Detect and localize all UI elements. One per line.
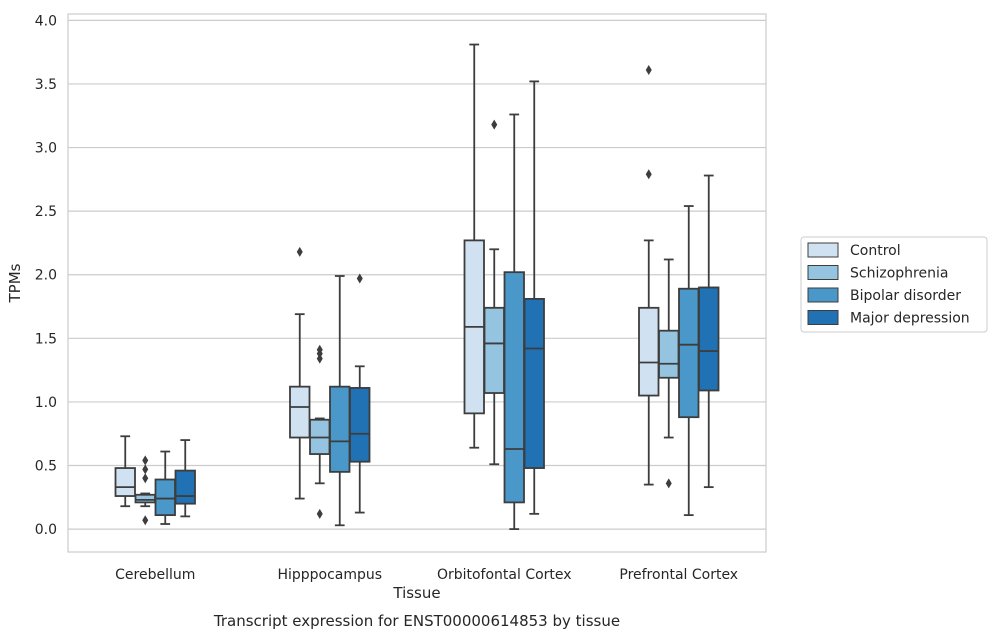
grid-lines [68, 19, 766, 530]
legend-swatch [807, 265, 839, 280]
outlier-point [316, 344, 323, 355]
x-tick-label: Orbitofontal Cortex [437, 567, 572, 583]
outlier-point [491, 119, 498, 130]
x-tick-label: Hipppocampus [277, 567, 382, 583]
x-axis-label: Tissue [392, 584, 440, 602]
outlier-point [356, 273, 363, 284]
x-tick-label: Prefrontal Cortex [619, 567, 738, 583]
box-major-depression [174, 439, 196, 518]
box-control [114, 435, 136, 508]
y-tick-label: 4.0 [35, 13, 57, 29]
box-iqr [483, 306, 505, 394]
outlier-point [645, 169, 652, 180]
outlier-point [316, 353, 323, 364]
box-iqr [503, 271, 525, 504]
box-schizophrenia [483, 119, 505, 466]
legend-label: Bipolar disorder [850, 288, 961, 304]
outlier-point [142, 455, 149, 466]
box-schizophrenia [134, 455, 156, 526]
legend-swatch [807, 287, 839, 303]
box-iqr [698, 286, 720, 392]
box-bipolar-disorder [503, 113, 525, 531]
x-tick-labels: Cerebellum Hipppocampus Orbitofontal Corte… [115, 567, 738, 583]
y-tick-label: 0.0 [35, 522, 57, 538]
legend-swatch [807, 310, 839, 325]
outlier-point [142, 473, 149, 484]
y-tick-label: 0.5 [35, 459, 57, 475]
outlier-point [665, 478, 672, 489]
box-iqr [289, 385, 311, 439]
box-iqr [678, 287, 700, 419]
box-major-depression [523, 80, 545, 515]
box-iqr [329, 385, 351, 473]
box-iqr [638, 306, 660, 397]
box-iqr [114, 467, 136, 497]
box-schizophrenia [309, 344, 331, 519]
box-iqr [134, 493, 156, 504]
box-iqr [154, 478, 176, 517]
outlier-point [296, 246, 303, 257]
y-tick-label: 3.0 [35, 141, 57, 157]
legend-frame [800, 236, 988, 333]
legend-label: Schizophrenia [850, 266, 948, 282]
box-groups [114, 43, 720, 531]
chart-caption: Transcript expression for ENST0000061485… [213, 612, 620, 630]
box-control [289, 246, 311, 500]
box-schizophrenia [658, 258, 680, 489]
legend: Control Schizophrenia Bipolar disorder Majo… [800, 236, 988, 333]
y-tick-label: 2.5 [35, 204, 57, 220]
box-bipolar-disorder [678, 205, 700, 517]
box-major-depression [349, 273, 371, 514]
y-tick-label: 1.0 [35, 395, 57, 411]
outlier-point [316, 508, 323, 519]
box-iqr [658, 329, 680, 379]
outlier-point [645, 64, 652, 75]
box-iqr [174, 469, 196, 505]
legend-label: Major depression [850, 311, 970, 327]
y-tick-label: 3.5 [35, 77, 57, 93]
box-bipolar-disorder [329, 275, 351, 527]
box-bipolar-disorder [154, 450, 176, 525]
outlier-point [142, 464, 149, 475]
box-control [463, 43, 485, 449]
legend-swatch [807, 242, 839, 258]
box-iqr [523, 297, 545, 469]
box-iqr [349, 387, 371, 463]
y-tick-labels: 0.0 0.5 1.0 1.5 2.0 2.5 3.0 3.5 4.0 [35, 13, 57, 538]
plot-area [67, 13, 767, 553]
y-tick-label: 2.0 [35, 268, 57, 284]
x-tick-label: Cerebellum [115, 567, 195, 583]
box-major-depression [698, 174, 720, 489]
y-axis-label: TPMs [6, 263, 24, 303]
outlier-point [142, 515, 149, 526]
legend-label: Control [850, 243, 901, 259]
y-tick-label: 1.5 [35, 331, 57, 347]
